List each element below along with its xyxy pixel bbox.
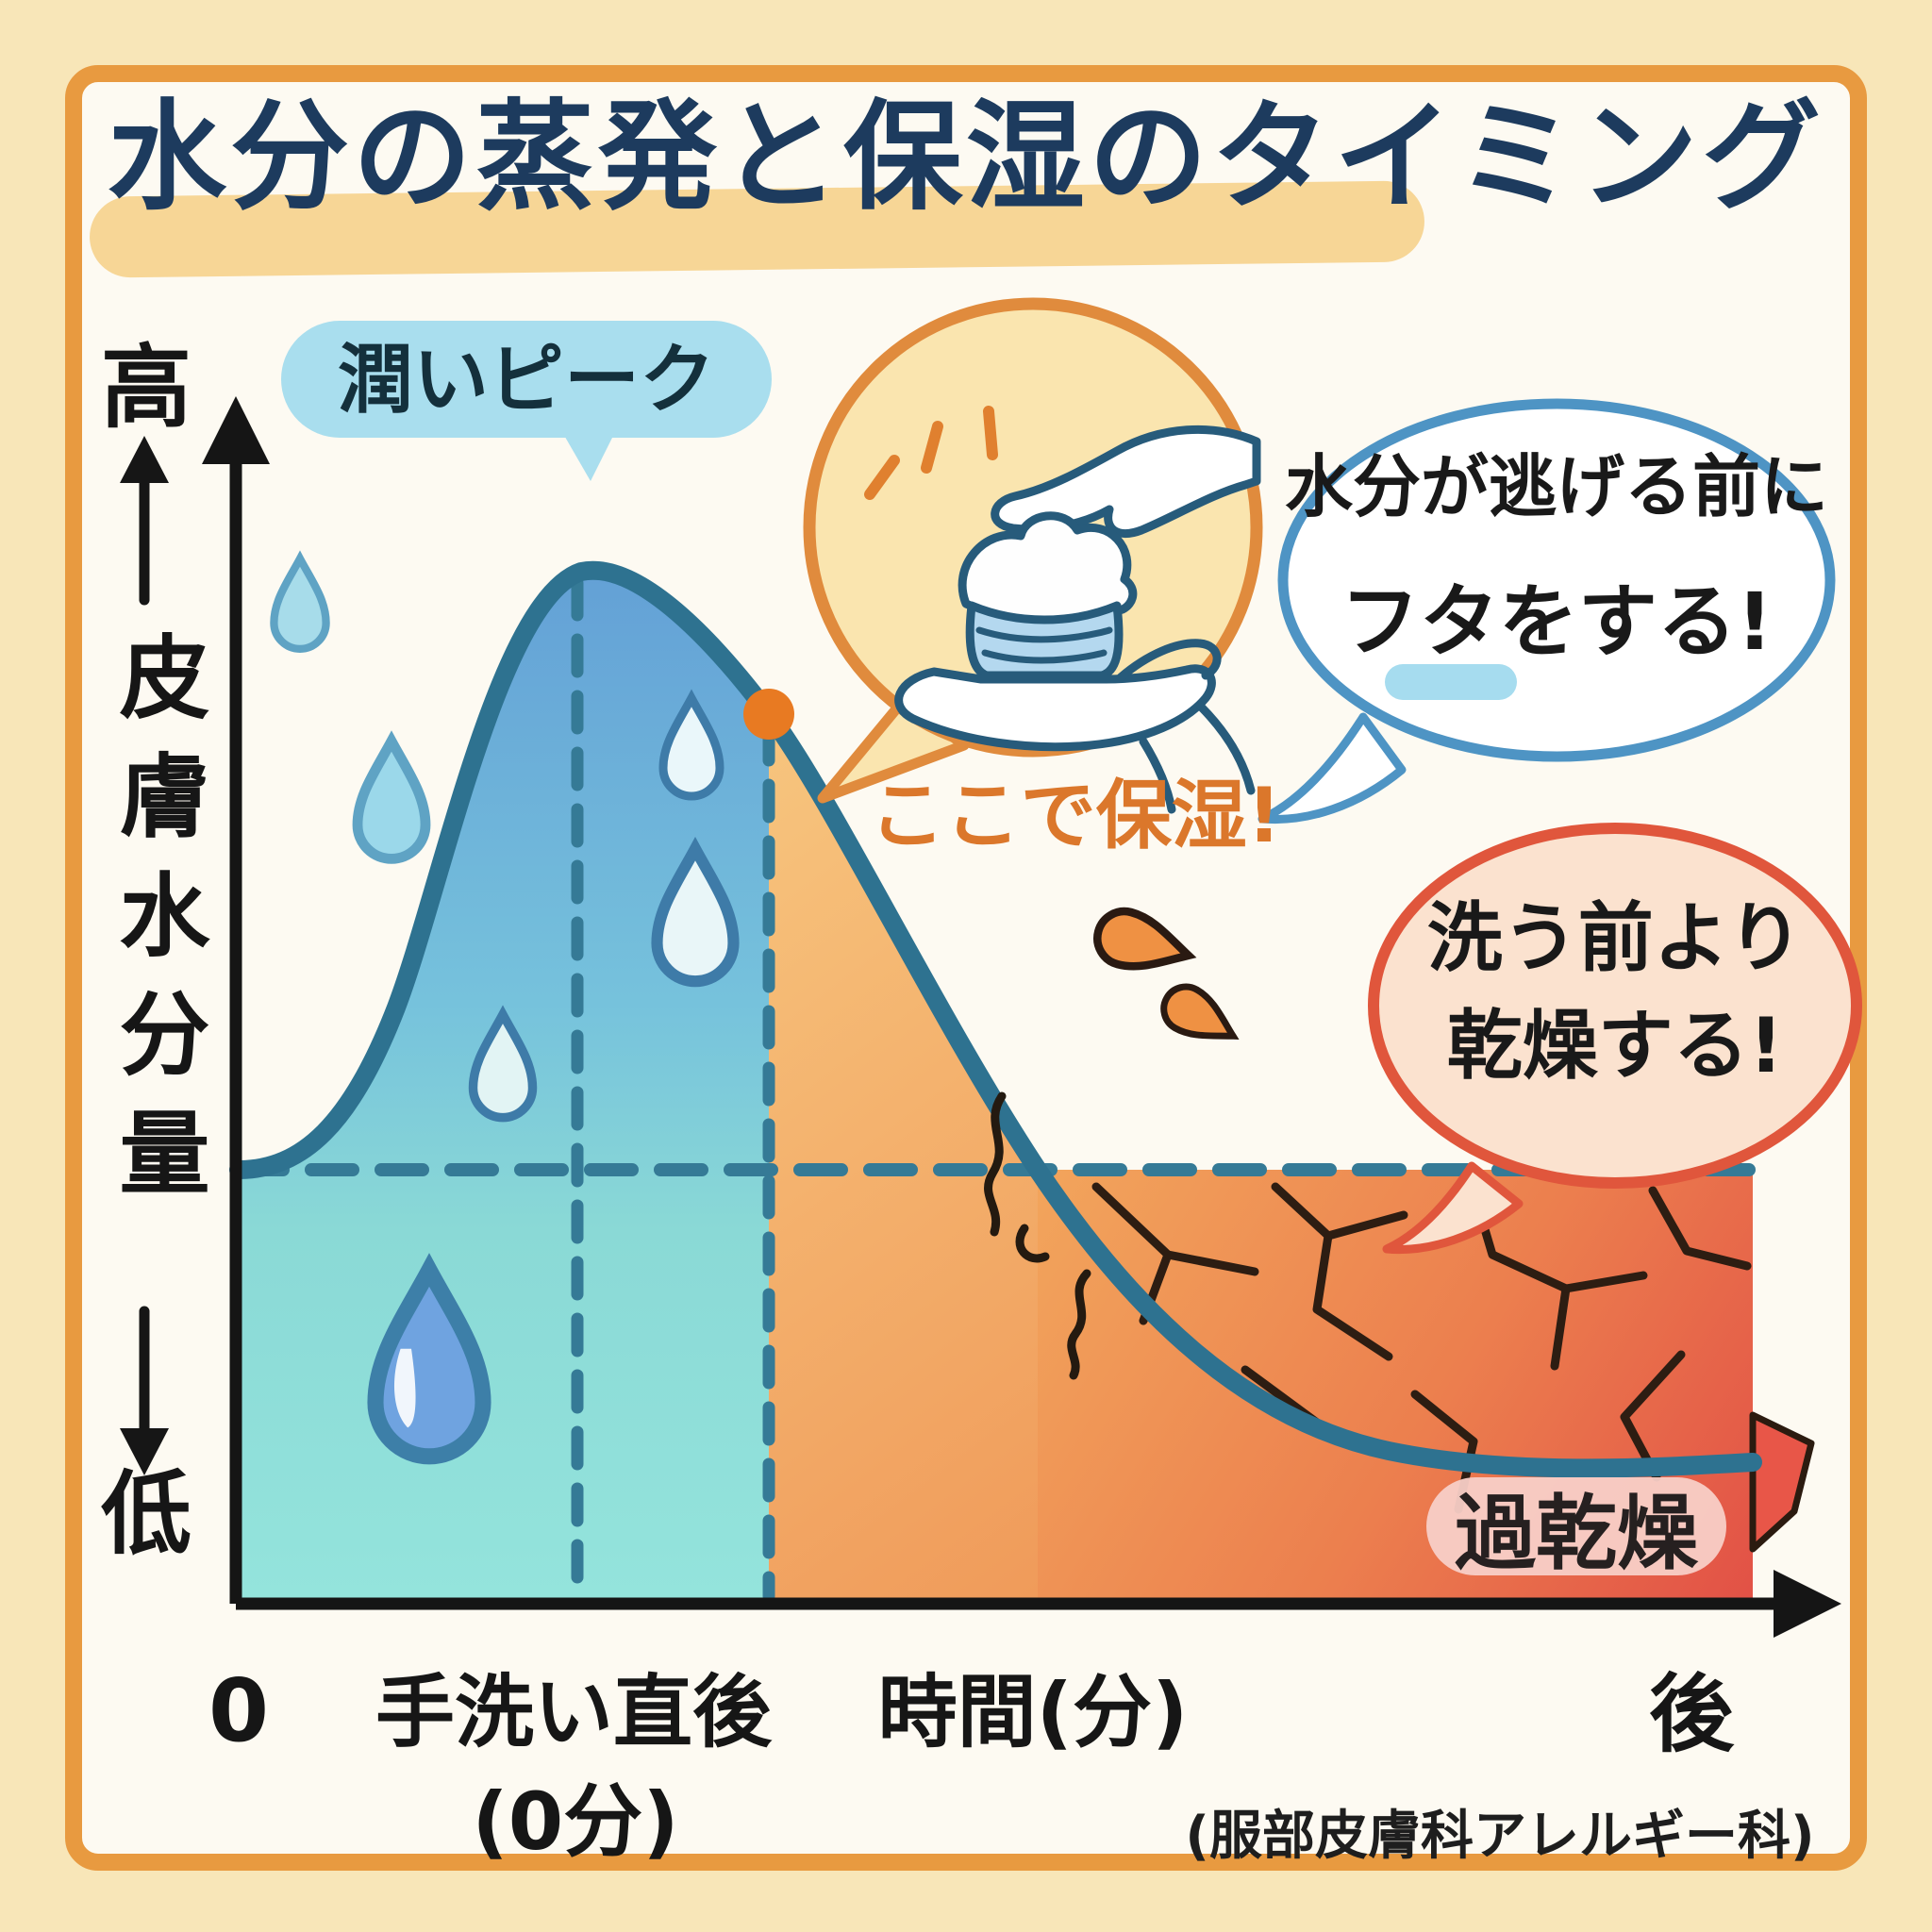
y-axis-low-label: 低 bbox=[101, 1461, 192, 1567]
x-axis-wash-tick-line2: (0分) bbox=[472, 1775, 679, 1868]
red-speech-bubble bbox=[1368, 823, 1862, 1255]
evaporation-area-orange bbox=[769, 714, 1753, 1602]
overdry-pill bbox=[1426, 1477, 1726, 1575]
x-axis-wash-tick-line1: 手洗い直後 bbox=[375, 1666, 772, 1758]
cream-jar-icon bbox=[958, 511, 1138, 680]
y-axis-high-label: 高 bbox=[101, 335, 192, 441]
text-highlight bbox=[1385, 664, 1517, 700]
page-title: 水分の蒸発と保湿のタイミング bbox=[108, 88, 1824, 226]
credit-label: (服部皮膚科アレルギー科) bbox=[1185, 1806, 1815, 1867]
moisturize-callout bbox=[803, 297, 1263, 814]
y-label-down-arrowhead-icon bbox=[120, 1428, 169, 1475]
moisture-curve bbox=[229, 560, 1762, 1478]
big-water-drop-icon bbox=[375, 1270, 483, 1457]
hand-icon bbox=[991, 425, 1261, 539]
x-axis-origin-label: 0 bbox=[208, 1660, 269, 1761]
red-bubble-text-line1: 洗う前より bbox=[1426, 894, 1804, 982]
blue-bubble-text-line1: 水分が逃げる前に bbox=[1284, 447, 1828, 526]
y-axis-arrow-icon bbox=[202, 396, 270, 464]
steam-squiggle-icon bbox=[984, 1091, 1091, 1380]
overdry-label: 過乾燥 bbox=[1455, 1487, 1698, 1581]
red-shard-icon bbox=[1749, 1411, 1815, 1553]
y-label-up-arrowhead-icon bbox=[120, 436, 169, 483]
sparkle-icon bbox=[864, 406, 998, 500]
peak-bubble bbox=[281, 321, 772, 481]
peak-bubble-label: 潤いピーク bbox=[338, 336, 715, 424]
moisturize-here-label: ここで保湿! bbox=[869, 772, 1282, 859]
moisturize-point-dot bbox=[743, 689, 794, 740]
palm-hand-icon bbox=[894, 639, 1256, 814]
x-axis-end-label: 後 bbox=[1649, 1665, 1734, 1764]
x-axis-arrow-icon bbox=[1774, 1570, 1841, 1638]
y-axis-title: 皮膚水分量 bbox=[104, 630, 209, 1224]
red-bubble-text-line2: 乾燥する! bbox=[1446, 1002, 1784, 1090]
blue-bubble-text-line2: フタをする! bbox=[1340, 575, 1774, 668]
blue-speech-bubble bbox=[1257, 398, 1836, 824]
x-axis-title: 時間(分) bbox=[877, 1666, 1189, 1758]
